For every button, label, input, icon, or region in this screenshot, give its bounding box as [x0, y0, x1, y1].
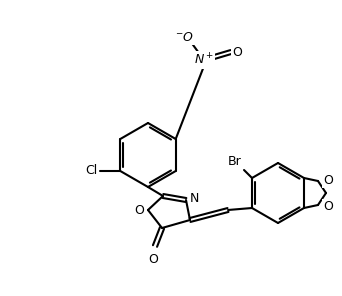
Text: O: O [148, 253, 158, 266]
Text: N: N [190, 192, 199, 205]
Text: $^{-}O$: $^{-}O$ [175, 30, 195, 44]
Text: $N^+$: $N^+$ [194, 52, 214, 68]
Text: Cl: Cl [85, 165, 97, 178]
Text: O: O [323, 200, 333, 213]
Text: O: O [232, 46, 242, 59]
Text: O: O [323, 173, 333, 186]
Text: Br: Br [227, 155, 241, 168]
Text: O: O [134, 204, 144, 216]
